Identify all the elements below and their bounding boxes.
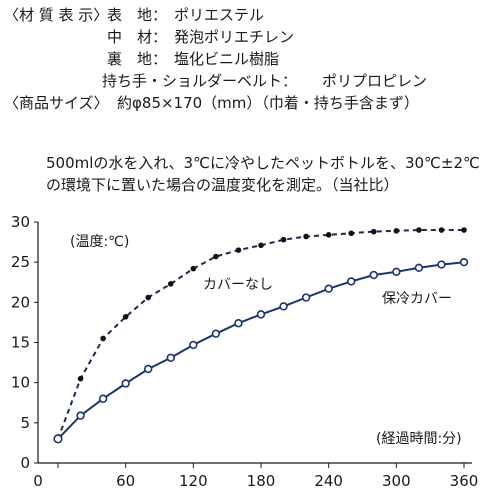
- series-2-point: [166, 353, 175, 362]
- spec-part-middle: 中 材：: [107, 28, 168, 46]
- series-1-point: [235, 247, 242, 253]
- series-1-point: [213, 253, 219, 260]
- series-1-point: [370, 228, 377, 235]
- series-1-point: [280, 236, 287, 243]
- series-2-point: [369, 270, 378, 280]
- y-tick-label: 20: [11, 293, 30, 311]
- y-tick-label: 5: [20, 414, 30, 432]
- series-2-point: [414, 263, 424, 272]
- series-2-point: [279, 302, 288, 311]
- series-1-point: [303, 233, 309, 240]
- test-description: 500mlの水を入れ、3℃に冷やしたペットボトルを、30℃±2℃ の環境下に置い…: [46, 152, 480, 196]
- x-tick-label: 300: [382, 472, 411, 490]
- y-tick-label: 30: [11, 213, 30, 231]
- x-tick-label: 0: [33, 472, 43, 490]
- series-2-point: [76, 411, 85, 420]
- series-2-point: [211, 329, 221, 338]
- product-size: 〈商品サイズ〉 約φ85×170（mm）（巾着・持ち手含まず）: [4, 92, 419, 113]
- series-2-point: [301, 293, 311, 302]
- x-tick-label: 360: [450, 472, 479, 490]
- series-1-point: [416, 227, 422, 233]
- y-tick-label: 0: [20, 454, 30, 472]
- spec-part-outer: 表 地：: [107, 6, 168, 24]
- series-2-point: [53, 434, 63, 444]
- series-1-point: [100, 335, 106, 342]
- x-axis-label: (経過時間:分): [376, 431, 462, 447]
- series-1-point: [461, 227, 467, 233]
- series-line-1: [57, 229, 464, 440]
- y-tick-label: 10: [11, 374, 30, 392]
- y-tick-label: 15: [11, 334, 30, 352]
- series-label-cover: 保冷カバー: [382, 291, 452, 307]
- x-ticks: 0 60 120 180 240 300 360: [33, 463, 478, 490]
- series-1-point: [77, 375, 84, 382]
- spec-material-middle: 発泡ポリエチレン: [174, 28, 295, 46]
- spec-material-handle: ポリプロピレン: [322, 72, 428, 90]
- series-2-point: [121, 379, 130, 388]
- y-tick-label: 25: [11, 253, 30, 271]
- size-value: 約φ85×170（mm）（巾着・持ち手含まず）: [117, 94, 419, 112]
- test-description-line-2: の環境下に置いた場合の温度変化を測定。（当社比）: [46, 176, 399, 194]
- spec-part-lining: 裏 地：: [107, 50, 168, 68]
- x-tick-label: 120: [179, 472, 208, 490]
- series-1-point: [190, 265, 197, 272]
- series-2-point: [459, 257, 469, 267]
- series-1-point: [122, 313, 129, 320]
- test-description-line-1: 500mlの水を入れ、3℃に冷やしたペットボトルを、30℃±2℃: [46, 154, 480, 172]
- series-2-point: [98, 394, 108, 403]
- series-2-point: [144, 364, 153, 374]
- series-2-point: [437, 260, 446, 269]
- size-label: 〈商品サイズ〉: [4, 94, 109, 112]
- series-1-point: [438, 227, 445, 233]
- spec-label: 〈材 質 表 示〉: [4, 6, 109, 24]
- series-label-no-cover: カバーなし: [203, 277, 273, 293]
- y-ticks: 0 5 10 15 20 25 30: [11, 213, 38, 472]
- series-1-point: [167, 281, 174, 287]
- spec-material-outer: ポリエステル: [174, 6, 265, 24]
- series-1-point: [325, 232, 332, 238]
- series-2-point: [347, 277, 356, 286]
- x-tick-label: 240: [314, 472, 343, 490]
- series-2-point: [324, 284, 333, 293]
- series-2-point: [256, 310, 266, 319]
- series-1-point: [393, 228, 400, 234]
- series-2-point: [234, 319, 243, 328]
- spec-material-lining: 塩化ビニル樹脂: [174, 50, 280, 68]
- series-1-point: [145, 294, 152, 301]
- y-axis-label: (温度:℃): [70, 234, 129, 250]
- series-1-point: [348, 230, 355, 237]
- x-tick-label: 60: [116, 472, 135, 490]
- series-1-point: [258, 242, 264, 249]
- spec-part-handle: 持ち手・ショルダーベルト：: [102, 72, 298, 90]
- series-layer: [53, 227, 469, 444]
- series-2-point: [392, 267, 401, 277]
- series-2-point: [189, 340, 198, 350]
- x-tick-label: 180: [247, 472, 276, 490]
